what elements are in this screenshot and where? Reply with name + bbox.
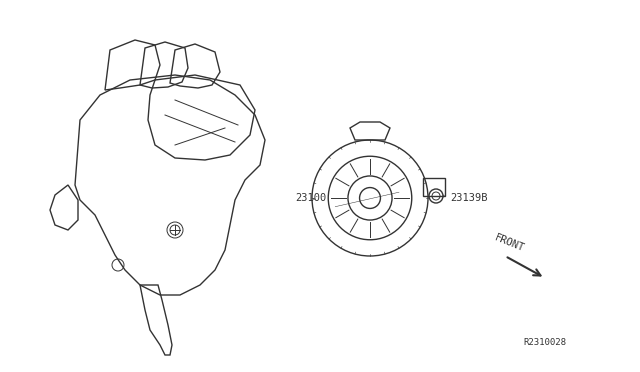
Text: FRONT: FRONT bbox=[493, 233, 525, 254]
Text: R2310028: R2310028 bbox=[524, 338, 566, 347]
Text: 23100: 23100 bbox=[295, 193, 326, 203]
Text: 23139B: 23139B bbox=[443, 193, 488, 203]
